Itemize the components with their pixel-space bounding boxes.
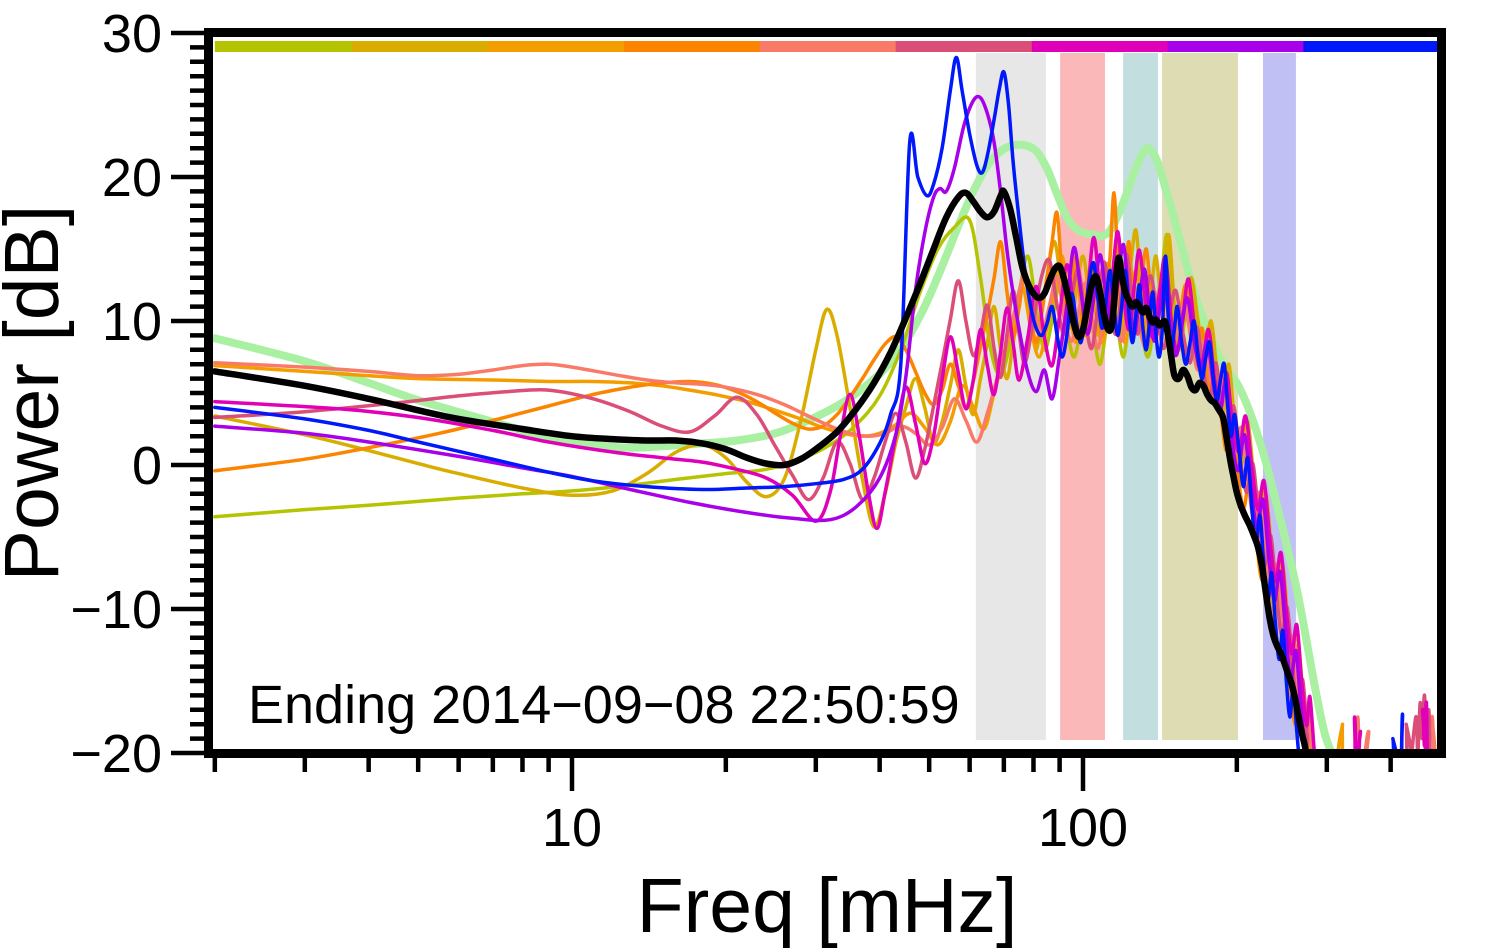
curve-mean-spectrum xyxy=(213,187,1309,749)
colorbar-segment-3 xyxy=(488,41,625,52)
y-tick-label: 0 xyxy=(132,436,162,496)
colorbar-segment-8 xyxy=(1167,41,1305,52)
band-teal xyxy=(1123,53,1158,740)
x-axis-title: Freq [mHz] xyxy=(637,863,1018,949)
x-tick-label: 10 xyxy=(542,798,602,858)
curve-reference-envelope xyxy=(213,140,1335,749)
curve-spectrum-interval-8 xyxy=(213,94,1308,749)
colorbar-segment-5 xyxy=(759,41,897,52)
curve-spectrum-interval-9 xyxy=(213,55,1405,749)
y-tick-label: 10 xyxy=(102,292,162,352)
band-pink xyxy=(1060,53,1105,740)
colorbar-segment-9 xyxy=(1303,41,1439,52)
y-tick-label: −10 xyxy=(70,580,162,640)
y-tick-label: 30 xyxy=(102,4,162,64)
ending-time-annotation: Ending 2014−09−08 22:50:59 xyxy=(248,675,960,735)
colorbar-segment-7 xyxy=(1031,41,1169,52)
y-tick-label: −20 xyxy=(70,724,162,784)
colorbar-segment-4 xyxy=(623,41,761,52)
colorbar-segment-6 xyxy=(895,41,1033,52)
x-tick-label: 100 xyxy=(1038,798,1128,858)
colorbar-segment-1 xyxy=(214,41,353,52)
y-tick-label: 20 xyxy=(102,148,162,208)
colorbar-segment-2 xyxy=(351,41,490,52)
y-axis-title: Power [dB] xyxy=(0,205,75,582)
